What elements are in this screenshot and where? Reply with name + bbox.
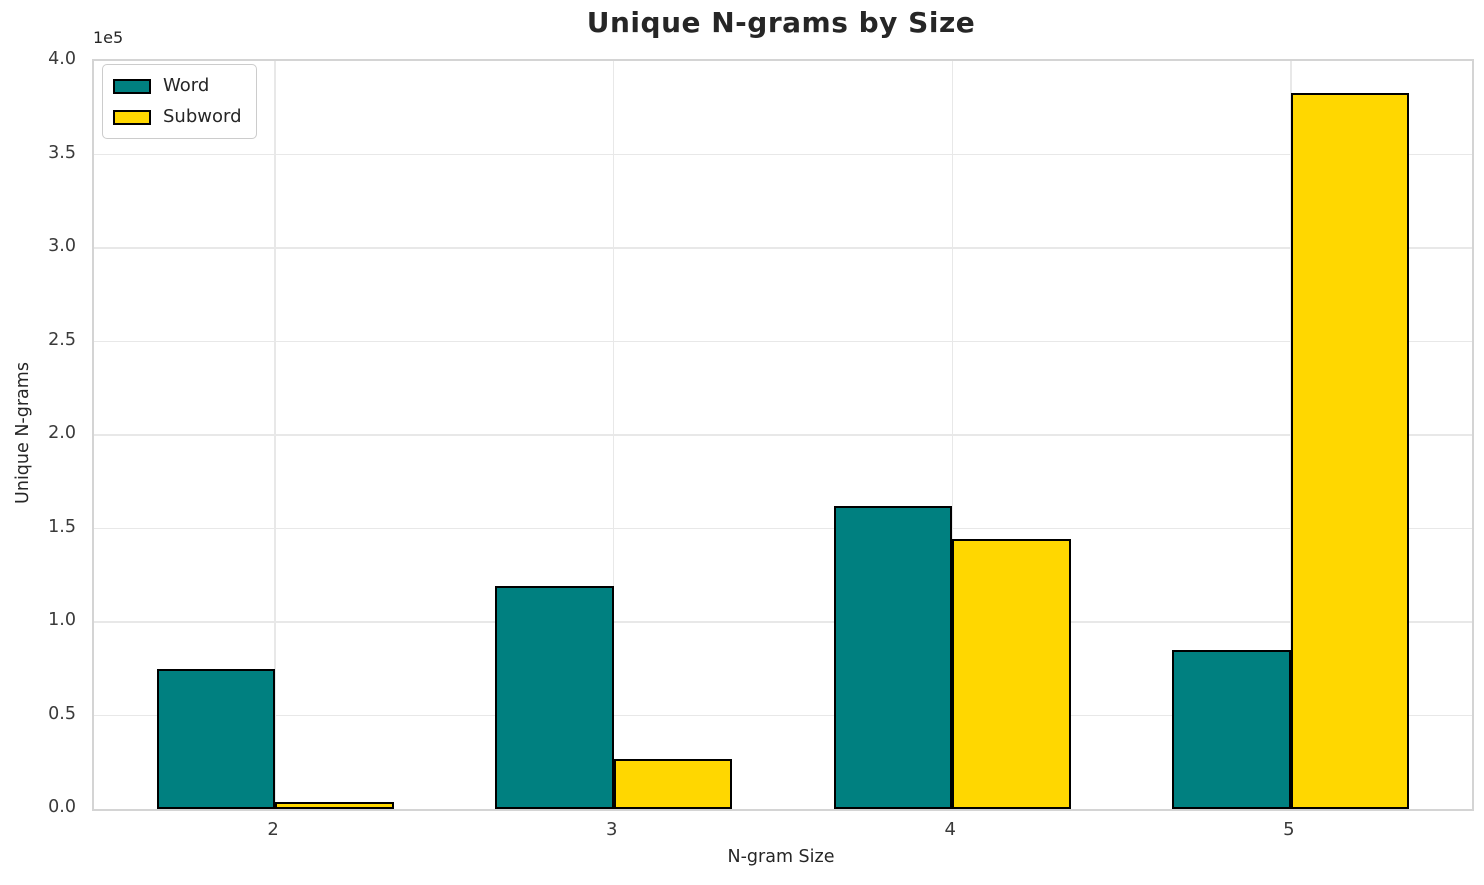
y-tick-label: 2.5 bbox=[48, 329, 76, 350]
word-bar-ngram-5 bbox=[1172, 650, 1291, 809]
y-tick-label: 3.5 bbox=[48, 142, 76, 163]
word-series-swatch-icon bbox=[113, 78, 151, 94]
horizontal-gridline bbox=[94, 714, 1472, 717]
word-bar-ngram-4 bbox=[833, 506, 953, 809]
horizontal-gridline bbox=[94, 247, 1472, 249]
horizontal-gridline bbox=[94, 434, 1472, 436]
vertical-gridline bbox=[951, 61, 954, 809]
vertical-gridline bbox=[612, 61, 615, 809]
y-tick-label: 4.0 bbox=[48, 49, 76, 69]
y-tick-label: 1.0 bbox=[48, 610, 76, 630]
subword-bar-ngram-2 bbox=[275, 801, 394, 809]
chart-title: Unique N-grams by Size bbox=[586, 6, 976, 39]
x-tick-label: 3 bbox=[605, 819, 618, 840]
horizontal-gridline bbox=[94, 527, 1472, 530]
y-tick-label: 2.0 bbox=[48, 423, 76, 443]
vertical-gridline bbox=[274, 61, 276, 809]
subword-series-legend-label: Subword bbox=[163, 106, 242, 127]
word-bar-ngram-2 bbox=[156, 668, 276, 809]
subword-bar-ngram-3 bbox=[613, 758, 733, 809]
y-tick-label: 1.5 bbox=[48, 516, 76, 537]
legend-item-subword: Subword bbox=[113, 106, 242, 128]
horizontal-gridline bbox=[94, 621, 1472, 623]
y-tick-label: 0.0 bbox=[48, 797, 76, 817]
x-tick-label: 4 bbox=[944, 819, 956, 840]
y-axis-offset-label: 1e5 bbox=[93, 28, 124, 47]
horizontal-gridline bbox=[94, 340, 1472, 343]
word-series-legend-label: Word bbox=[163, 75, 210, 96]
horizontal-gridline bbox=[94, 153, 1472, 156]
legend: Word Subword bbox=[102, 64, 257, 139]
x-tick-label: 5 bbox=[1283, 819, 1295, 840]
word-bar-ngram-3 bbox=[495, 586, 614, 809]
subword-bar-ngram-4 bbox=[952, 538, 1071, 809]
legend-item-word: Word bbox=[113, 75, 242, 97]
plot-area: Word Subword bbox=[92, 59, 1474, 811]
y-tick-label: 3.0 bbox=[48, 236, 76, 256]
x-axis-label: N-gram Size bbox=[727, 847, 835, 867]
y-tick-label: 0.5 bbox=[48, 703, 76, 724]
subword-bar-ngram-5 bbox=[1290, 92, 1410, 809]
x-tick-label: 2 bbox=[267, 819, 279, 840]
subword-series-swatch-icon bbox=[113, 109, 151, 125]
